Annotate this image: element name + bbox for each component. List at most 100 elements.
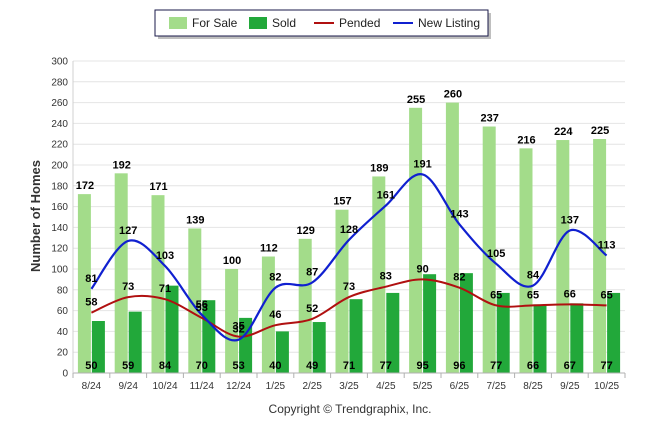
bar-sold [165, 285, 179, 373]
y-tick-label: 280 [51, 77, 68, 88]
label-for-sale: 216 [517, 134, 535, 146]
bar-sold [386, 292, 400, 373]
label-pended: 73 [122, 281, 134, 293]
legend-swatch-sold [249, 17, 267, 29]
y-tick-label: 220 [51, 140, 68, 151]
x-tick-label: 4/25 [376, 381, 396, 392]
axes: 0 20 40 60 80 100 120 140 160 180 200 220 240 260 280 3… [51, 57, 626, 392]
label-for-sale: 224 [554, 126, 573, 138]
x-tick-label: 3/25 [339, 381, 359, 392]
y-tick-label: 200 [51, 161, 68, 172]
label-new-listing: 103 [156, 250, 174, 262]
bar-sold [423, 274, 437, 373]
x-tick-label: 1/25 [266, 381, 286, 392]
x-tick-label: 9/25 [560, 381, 580, 392]
label-new-listing: 143 [450, 208, 468, 220]
legend-box [154, 9, 489, 37]
label-pended: 83 [380, 271, 392, 283]
label-pended: 66 [564, 288, 576, 300]
lines [90, 173, 608, 342]
legend-label-sold: Sold [272, 16, 296, 30]
label-for-sale: 172 [76, 180, 94, 192]
label-sold: 77 [490, 360, 502, 372]
line-pended [90, 278, 607, 338]
x-tick-label: 6/25 [450, 381, 470, 392]
line-new-listing [90, 173, 608, 342]
label-new-listing: 56 [196, 299, 208, 311]
y-tick-label: 180 [51, 181, 68, 192]
bar-for-sale [114, 173, 128, 373]
bar-for-sale [556, 140, 570, 373]
y-tick-label: 160 [51, 202, 68, 213]
x-tick-label: 12/24 [226, 381, 251, 392]
y-tick-label: 80 [57, 285, 69, 296]
label-sold: 77 [600, 360, 612, 372]
bar-sold [349, 299, 363, 373]
label-pended: 82 [453, 272, 465, 284]
bar-for-sale [225, 269, 239, 373]
x-tick-label: 8/24 [82, 381, 102, 392]
label-for-sale: 237 [481, 113, 499, 125]
x-tick-label: 8/25 [523, 381, 543, 392]
label-for-sale: 171 [149, 181, 167, 193]
label-new-listing: 32 [232, 324, 244, 336]
label-new-listing: 87 [306, 267, 318, 279]
y-axis-title: Number of Homes [28, 160, 43, 272]
bar-for-sale [445, 102, 459, 373]
label-sold: 77 [380, 360, 392, 372]
label-new-listing: 137 [561, 215, 579, 227]
y-tick-label: 140 [51, 223, 68, 234]
label-for-sale: 157 [333, 196, 351, 208]
label-sold: 49 [306, 360, 318, 372]
label-new-listing: 105 [487, 248, 505, 260]
bar-for-sale [261, 256, 275, 373]
bar-for-sale [298, 238, 312, 373]
bar-sold [459, 273, 473, 373]
label-sold: 53 [232, 360, 244, 372]
label-for-sale: 100 [223, 255, 241, 267]
x-tick-label: 2/25 [302, 381, 322, 392]
label-pended: 35 [232, 321, 244, 333]
label-sold: 71 [343, 360, 355, 372]
label-new-listing: 191 [413, 158, 431, 170]
y-tick-label: 100 [51, 265, 68, 276]
legend-label-pended: Pended [339, 16, 380, 30]
bar-for-sale [593, 139, 607, 373]
label-sold: 95 [416, 360, 428, 372]
label-pended: 53 [196, 302, 208, 314]
legend: For Sale Sold Pended New Listing [154, 9, 491, 39]
y-tick-label: 120 [51, 244, 68, 255]
bar-for-sale [409, 107, 423, 374]
label-sold: 40 [269, 360, 281, 372]
label-new-listing: 84 [527, 270, 540, 282]
bar-for-sale [482, 126, 496, 374]
y-tick-label: 40 [57, 327, 69, 338]
label-new-listing: 127 [119, 225, 137, 237]
label-new-listing: 113 [598, 239, 616, 251]
label-pended: 46 [269, 309, 281, 321]
y-tick-label: 0 [62, 369, 68, 380]
label-sold: 67 [564, 360, 576, 372]
legend-label-for-sale: For Sale [192, 16, 238, 30]
label-pended: 65 [490, 289, 502, 301]
label-for-sale: 192 [113, 159, 131, 171]
label-pended: 58 [85, 297, 97, 309]
label-for-sale: 139 [186, 214, 204, 226]
bar-sold [312, 322, 326, 373]
bar-sold [239, 317, 253, 373]
label-for-sale: 112 [260, 243, 278, 255]
bar-sold [607, 292, 621, 373]
legend-label-new-listing: New Listing [418, 16, 480, 30]
label-for-sale: 225 [591, 125, 609, 137]
label-for-sale: 260 [444, 89, 462, 101]
label-for-sale: 189 [370, 162, 388, 174]
label-sold: 84 [159, 360, 172, 372]
grid [73, 60, 625, 353]
y-tick-label: 240 [51, 119, 68, 130]
label-for-sale: 255 [407, 94, 425, 106]
label-new-listing: 128 [340, 224, 358, 236]
label-sold: 50 [85, 360, 97, 372]
label-new-listing: 81 [85, 273, 97, 285]
label-sold: 66 [527, 360, 539, 372]
